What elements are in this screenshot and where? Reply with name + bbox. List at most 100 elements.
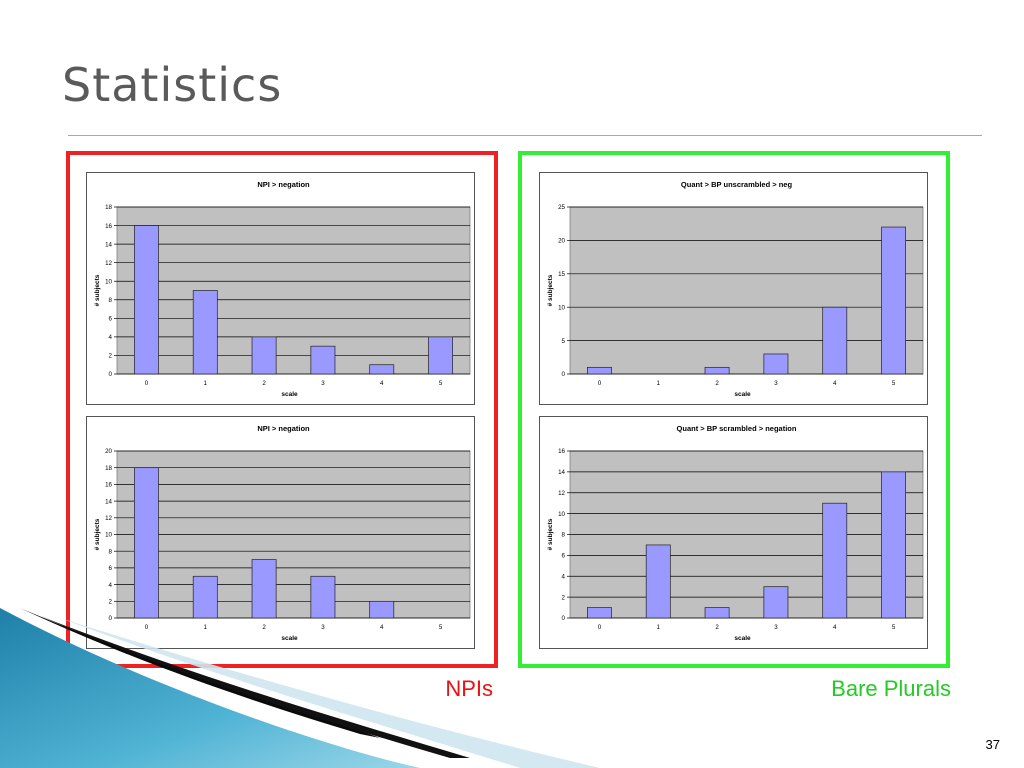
y-tick-label: 0: [562, 371, 566, 378]
x-tick-label: 5: [439, 624, 443, 631]
y-tick-label: 16: [558, 448, 565, 455]
y-tick-label: 2: [562, 594, 566, 601]
chart-svg: Quant > BP scrambled > negation 0 2 4 6 8 10 12…: [547, 424, 924, 642]
x-tick-label: 0: [598, 380, 602, 387]
y-tick-label: 6: [109, 565, 113, 572]
y-tick-label: 16: [105, 223, 112, 230]
decorative-swoosh: [0, 608, 600, 768]
y-axis-label: # subjects: [547, 518, 554, 550]
y-tick-label: 10: [558, 304, 565, 311]
y-tick-label: 14: [105, 241, 112, 248]
bar: [881, 471, 906, 619]
x-tick-label: 4: [833, 624, 837, 631]
bar: [763, 586, 789, 619]
bare-plurals-label: Bare Plurals: [831, 676, 951, 701]
y-tick-label: 8: [109, 548, 113, 555]
y-tick-label: 5: [562, 338, 566, 345]
y-tick-label: 4: [109, 334, 113, 341]
bar: [587, 366, 612, 375]
bar: [369, 600, 395, 619]
x-tick-label: 1: [204, 624, 208, 631]
x-tick-label: 1: [657, 380, 661, 387]
bare-plurals-group-frame: [518, 151, 950, 668]
y-tick-label: 12: [105, 260, 112, 267]
y-tick-label: 15: [558, 271, 565, 278]
npis-label: NPIs: [445, 676, 493, 701]
x-tick-label: 2: [715, 380, 719, 387]
x-axis-label: scale: [734, 635, 751, 642]
chart-title: NPI > negation: [257, 180, 310, 189]
y-tick-label: 0: [109, 371, 113, 378]
x-tick-label: 2: [262, 624, 266, 631]
bar: [134, 467, 159, 619]
y-tick-label: 18: [105, 465, 112, 472]
y-tick-label: 4: [109, 582, 113, 589]
x-tick-label: 3: [774, 380, 778, 387]
bar: [251, 336, 277, 375]
y-tick-label: 2: [109, 599, 113, 606]
y-tick-label: 6: [109, 316, 113, 323]
x-tick-label: 0: [145, 624, 149, 631]
plot-area: [569, 206, 924, 375]
x-tick-label: 3: [321, 624, 325, 631]
bar: [134, 225, 159, 375]
y-axis-label: # subjects: [547, 274, 554, 306]
y-tick-label: 6: [562, 553, 566, 560]
y-tick-label: 8: [109, 297, 113, 304]
chart-npi-negation-2: NPI > negation 0 2 4 6 8 10 12 14 16 18 20 0 1 2 3 4 5 sca…: [86, 416, 475, 649]
x-tick-label: 2: [715, 624, 719, 631]
bar: [310, 345, 336, 375]
x-axis-label: scale: [281, 391, 298, 398]
plot-area: [116, 206, 471, 375]
chart-title: Quant > BP scrambled > negation: [677, 424, 797, 433]
y-tick-label: 10: [105, 532, 112, 539]
bar: [763, 353, 789, 375]
bar: [704, 607, 730, 619]
y-tick-label: 10: [558, 511, 565, 518]
y-tick-label: 25: [558, 204, 565, 211]
y-axis-label: # subjects: [94, 274, 101, 306]
bar: [881, 226, 906, 375]
y-tick-label: 4: [562, 573, 566, 580]
x-tick-label: 2: [262, 380, 266, 387]
slide-title: Statistics: [62, 58, 283, 112]
y-tick-label: 2: [109, 353, 113, 360]
x-tick-label: 3: [321, 380, 325, 387]
bar: [192, 575, 218, 619]
chart-title: Quant > BP unscrambled > neg: [681, 180, 793, 189]
chart-quant-bp-unscrambled: Quant > BP unscrambled > neg 0 5 10 15 20 25 0 1…: [539, 172, 928, 405]
y-tick-label: 10: [105, 278, 112, 285]
y-tick-label: 16: [105, 482, 112, 489]
title-divider: [68, 135, 982, 136]
bar: [310, 575, 336, 619]
y-tick-label: 20: [105, 448, 112, 455]
y-tick-label: 12: [558, 490, 565, 497]
x-tick-label: 5: [439, 380, 443, 387]
y-tick-label: 0: [562, 615, 566, 622]
x-tick-label: 5: [892, 624, 896, 631]
bar: [822, 502, 848, 619]
x-tick-label: 4: [833, 380, 837, 387]
y-tick-label: 0: [109, 615, 113, 622]
bar: [369, 364, 395, 375]
x-tick-label: 4: [380, 380, 384, 387]
bar: [587, 607, 612, 619]
x-axis-label: scale: [281, 635, 298, 642]
x-tick-label: 0: [598, 624, 602, 631]
y-axis-label: # subjects: [94, 518, 101, 550]
npis-group-frame: [66, 151, 498, 668]
bar: [251, 559, 277, 619]
bar: [822, 306, 848, 375]
x-tick-label: 1: [204, 380, 208, 387]
x-axis-label: scale: [734, 391, 751, 398]
bar: [428, 336, 453, 375]
x-tick-label: 3: [774, 624, 778, 631]
y-tick-label: 8: [562, 532, 566, 539]
chart-quant-bp-scrambled: Quant > BP scrambled > negation 0 2 4 6 8 10 12…: [539, 416, 928, 649]
y-tick-label: 12: [105, 515, 112, 522]
x-tick-label: 4: [380, 624, 384, 631]
bar: [704, 366, 730, 375]
